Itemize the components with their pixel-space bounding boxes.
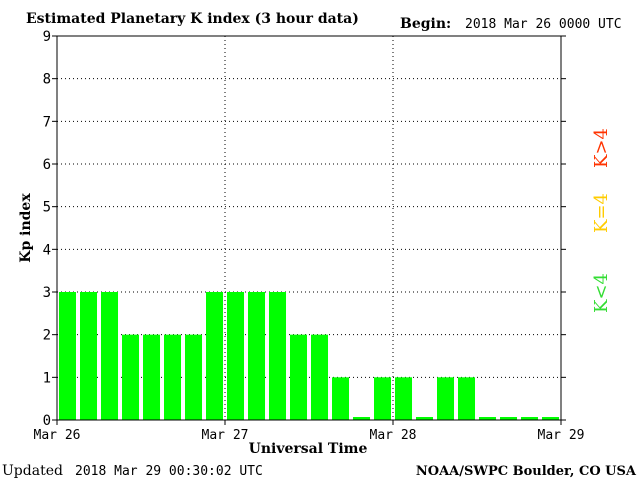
y-tick-label-5: 5 (43, 200, 51, 216)
kp-bar-22 (521, 417, 539, 420)
y-tick-label-7: 7 (43, 114, 51, 130)
kp-bar-14 (353, 417, 371, 420)
kp-bar-21 (500, 417, 518, 420)
source-credit: NOAA/SWPC Boulder, CO USA (416, 464, 637, 479)
kp-bar-5 (164, 334, 182, 420)
y-tick-label-1: 1 (43, 370, 51, 386)
y-tick-label-3: 3 (43, 285, 51, 301)
kp-bar-0 (58, 292, 76, 420)
x-axis-ticks: Mar 26 Mar 27 Mar 28 Mar 29 (34, 420, 585, 443)
kp-bar-19 (458, 377, 476, 420)
kp-bar-20 (479, 417, 497, 420)
x-tick-label-2: Mar 28 (370, 428, 417, 443)
kp-bar-13 (332, 377, 350, 420)
kp-bar-12 (311, 334, 329, 420)
legend-item-equal: K=4 (591, 193, 612, 233)
x-tick-label-3: Mar 29 (538, 428, 585, 443)
kp-bar-18 (437, 377, 455, 420)
plot-frame (56, 35, 562, 421)
bar-series (58, 292, 560, 420)
kp-bar-2 (101, 292, 119, 420)
kp-bar-11 (290, 334, 308, 420)
kp-bar-9 (248, 292, 266, 420)
y-tick-label-0: 0 (43, 413, 51, 429)
y-axis-title: Kp index (18, 193, 34, 263)
x-tick-label-1: Mar 27 (202, 428, 249, 443)
grid-lines (57, 36, 561, 420)
kp-bar-3 (122, 334, 140, 420)
y-axis-ticks: 0 1 2 3 4 5 6 7 8 9 (43, 29, 566, 429)
legend-item-high: K>4 (591, 128, 612, 168)
chart-title: Estimated Planetary K index (3 hour data… (26, 11, 359, 27)
y-tick-label-6: 6 (43, 157, 51, 173)
x-axis-title: Universal Time (249, 441, 368, 457)
kp-bar-6 (185, 334, 203, 420)
y-tick-label-2: 2 (43, 328, 51, 344)
y-tick-label-4: 4 (43, 242, 51, 258)
legend-item-low: K<4 (591, 273, 612, 313)
kp-bar-23 (542, 417, 560, 420)
begin-value: 2018 Mar 26 0000 UTC (465, 17, 622, 32)
updated-label: Updated (2, 463, 63, 479)
kp-bar-1 (80, 292, 98, 420)
kp-bar-4 (143, 334, 161, 420)
kp-bar-16 (395, 377, 413, 420)
kp-bar-8 (227, 292, 245, 420)
kp-bar-17 (416, 417, 434, 420)
legend: K<4 K=4 K>4 (591, 128, 612, 313)
begin-label: Begin: (400, 16, 451, 32)
y-tick-label-8: 8 (43, 72, 51, 88)
x-tick-label-0: Mar 26 (34, 428, 81, 443)
y-tick-label-9: 9 (43, 29, 51, 45)
updated-value: 2018 Mar 29 00:30:02 UTC (75, 464, 263, 479)
kp-bar-10 (269, 292, 287, 420)
plot-area: 0 1 2 3 4 5 6 7 8 9 Mar 26 Mar 27 Mar 28 Mar 29 (34, 29, 585, 443)
kp-bar-15 (374, 377, 392, 420)
kp-bar-7 (206, 292, 224, 420)
